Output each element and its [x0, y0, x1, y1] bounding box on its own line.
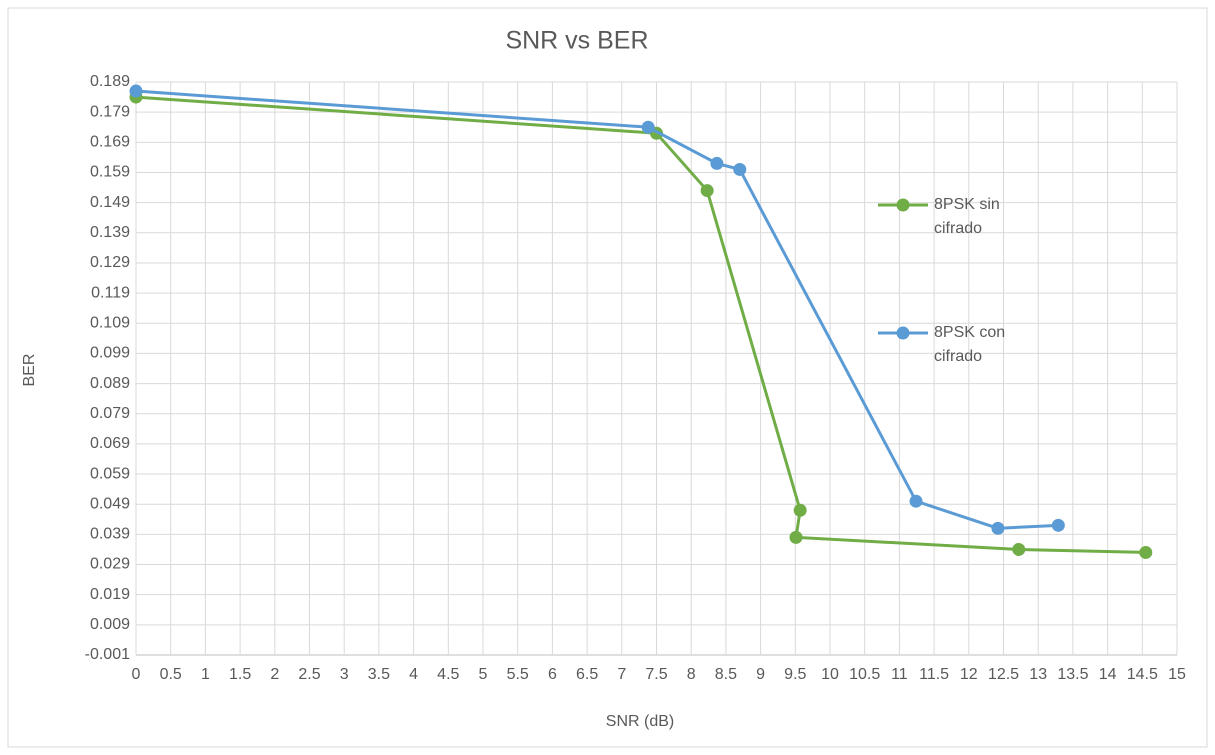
y-tick-label: 0.049 [90, 495, 130, 512]
x-tick-label: 11.5 [919, 666, 949, 683]
data-point [1012, 542, 1026, 556]
y-axis-label: BER [21, 354, 38, 387]
x-tick-label: 11 [891, 666, 908, 683]
data-point [733, 162, 747, 176]
y-tick-label: -0.001 [85, 646, 130, 663]
x-tick-label: 13.5 [1057, 666, 1088, 683]
legend-marker [896, 326, 910, 340]
y-tick-label: 0.009 [90, 616, 130, 633]
x-tick-label: 13 [1029, 666, 1047, 683]
y-tick-label: 0.099 [90, 345, 130, 362]
data-point [991, 521, 1005, 535]
y-tick-label: 0.189 [90, 73, 130, 90]
legend-marker [896, 198, 910, 212]
y-tick-label: 0.169 [90, 134, 130, 151]
y-tick-label: 0.119 [91, 284, 130, 301]
data-point [700, 184, 714, 198]
x-tick-label: 12 [960, 666, 978, 683]
x-tick-label: 3.5 [368, 666, 390, 683]
data-point [1139, 545, 1153, 559]
x-tick-label: 1 [201, 666, 210, 683]
y-tick-label: 0.069 [90, 435, 130, 452]
data-point [710, 156, 724, 170]
x-tick-label: 15 [1168, 666, 1186, 683]
y-tick-label: 0.129 [90, 254, 130, 271]
y-tick-label: 0.029 [90, 556, 130, 573]
x-tick-label: 0.5 [160, 666, 182, 683]
legend-label: 8PSK sin cifrado [934, 196, 1000, 237]
data-point [1051, 518, 1065, 532]
y-tick-label: 0.149 [90, 194, 130, 211]
y-tick-label: 0.039 [90, 526, 130, 543]
x-tick-label: 8.5 [715, 666, 737, 683]
x-tick-label: 0 [132, 666, 141, 683]
x-tick-label: 2.5 [298, 666, 320, 683]
data-point [789, 530, 803, 544]
y-tick-label: 0.089 [90, 375, 130, 392]
data-point [909, 494, 923, 508]
y-tick-label: 0.019 [90, 586, 130, 603]
x-tick-label: 14 [1099, 666, 1117, 683]
x-tick-label: 14.5 [1127, 666, 1158, 683]
x-tick-label: 3 [340, 666, 349, 683]
x-tick-label: 6.5 [576, 666, 598, 683]
legend-label: 8PSK con cifrado [934, 324, 1006, 365]
x-tick-label: 8 [687, 666, 696, 683]
y-tick-label: 0.109 [90, 314, 130, 331]
y-tick-label: 0.079 [90, 405, 130, 422]
data-point [129, 84, 143, 98]
legend-item: 8PSK con cifrado [934, 324, 1006, 365]
x-tick-label: 4 [409, 666, 418, 683]
y-tick-label: 0.179 [90, 103, 130, 120]
x-tick-label: 10.5 [849, 666, 880, 683]
x-tick-label: 1.5 [229, 666, 251, 683]
x-tick-label: 5 [479, 666, 488, 683]
data-point [793, 503, 807, 517]
y-tick-label: 0.139 [90, 224, 130, 241]
x-tick-label: 7.5 [645, 666, 667, 683]
x-tick-label: 12.5 [988, 666, 1019, 683]
x-tick-label: 6 [548, 666, 557, 683]
x-tick-label: 2 [270, 666, 279, 683]
x-tick-label: 7 [617, 666, 626, 683]
x-tick-label: 9 [756, 666, 765, 683]
x-tick-label: 4.5 [437, 666, 459, 683]
data-point [641, 120, 655, 134]
legend-item: 8PSK sin cifrado [934, 196, 1000, 237]
y-tick-label: 0.159 [90, 164, 130, 181]
x-axis-label: SNR (dB) [606, 713, 674, 730]
chart-title: SNR vs BER [505, 27, 648, 55]
y-tick-label: 0.059 [90, 465, 130, 482]
x-tick-label: 5.5 [507, 666, 529, 683]
x-tick-label: 10 [821, 666, 839, 683]
x-tick-label: 9.5 [784, 666, 806, 683]
